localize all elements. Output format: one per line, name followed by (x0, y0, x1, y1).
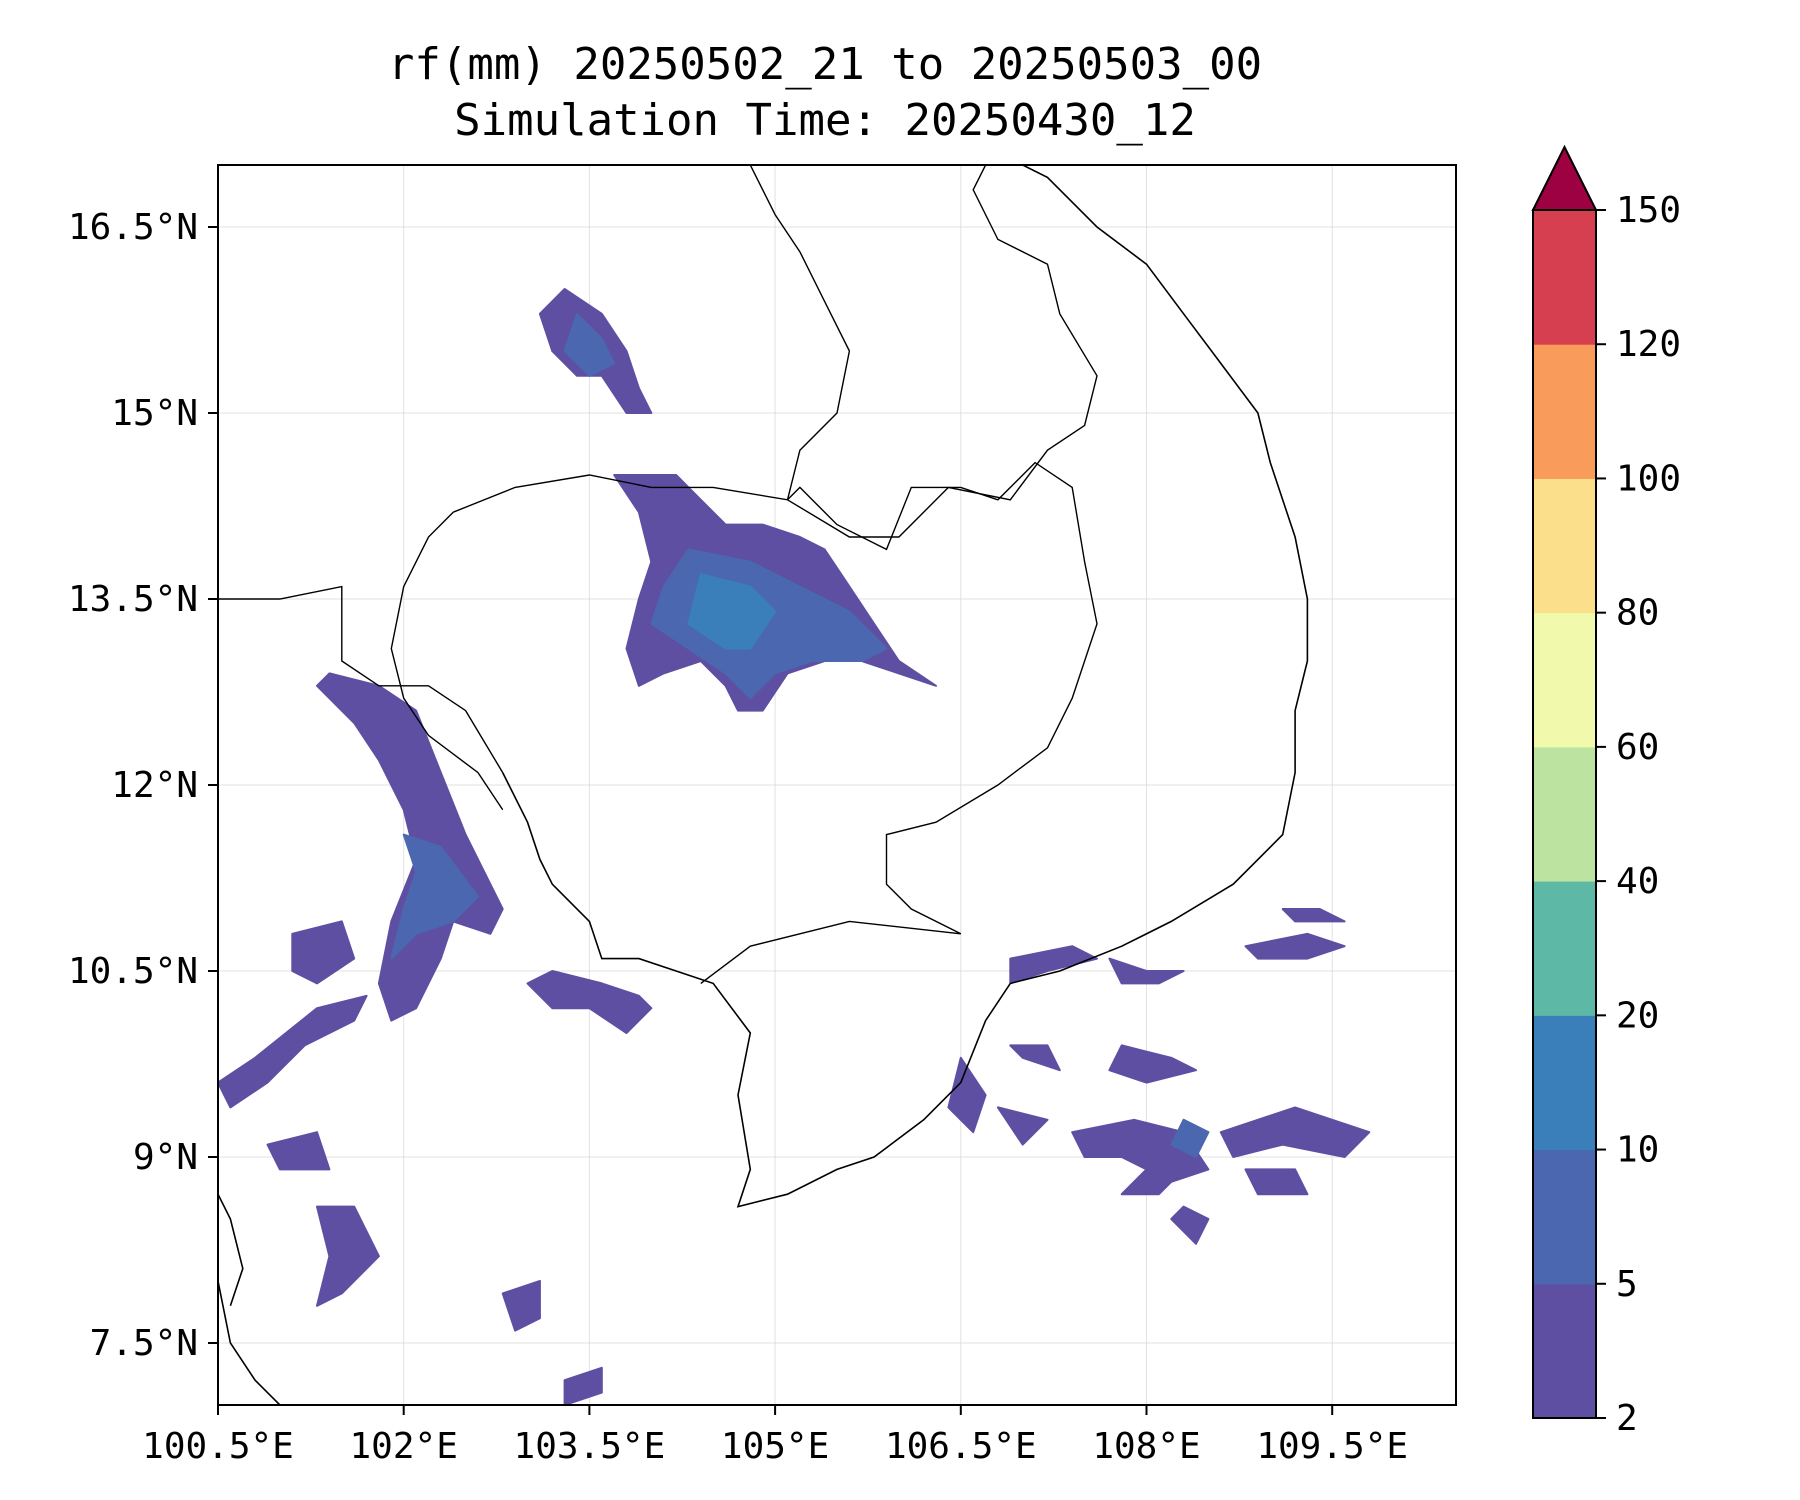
rain-area (1108, 957, 1185, 985)
colorbar-label: 20 (1616, 995, 1659, 1036)
rain-area (266, 1131, 331, 1171)
rain-area (563, 1366, 603, 1405)
coastline (218, 1193, 244, 1307)
rain-area (526, 970, 653, 1034)
x-tick-label: 105°E (721, 1426, 829, 1467)
x-tick-label: 109.5°E (1256, 1426, 1408, 1467)
country-border (218, 585, 504, 773)
colorbar-segment (1533, 478, 1596, 614)
x-tick-label: 100.5°E (142, 1426, 294, 1467)
coastlines (218, 165, 1309, 1405)
rain-area (1170, 1118, 1210, 1158)
rain-area (996, 1106, 1049, 1146)
colorbar-label: 10 (1616, 1130, 1659, 1171)
colorbar-segment (1533, 881, 1596, 1016)
colorbar-label: 5 (1616, 1264, 1638, 1305)
rain-area (1170, 1205, 1210, 1245)
colorbar-segment (1533, 344, 1596, 479)
rain-area (291, 920, 356, 985)
y-tick-label: 7.5°N (90, 1323, 198, 1364)
x-tick-label: 103.5°E (514, 1426, 666, 1467)
rain-area (1281, 908, 1346, 923)
country-border (390, 511, 504, 811)
colorbar-extend-arrow (1531, 144, 1598, 211)
colorbar-segment (1533, 1015, 1596, 1151)
colorbar-segment (1533, 1283, 1596, 1419)
coastline (218, 1280, 281, 1405)
rainfall-contours (218, 288, 1371, 1405)
rain-area (316, 672, 504, 1022)
map-area (218, 165, 1456, 1405)
y-tick-label: 13.5°N (68, 579, 198, 620)
y-tick-label: 15°N (111, 393, 198, 434)
rain-area (1244, 932, 1346, 960)
rain-area (1071, 1118, 1210, 1183)
rain-area (1120, 1168, 1185, 1196)
colorbar-label: 80 (1616, 593, 1659, 634)
rain-area (1009, 945, 1098, 985)
colorbar-label: 120 (1616, 324, 1681, 365)
y-tick-label: 16.5°N (68, 207, 198, 248)
y-axis-ticks: 16.5°N 15°N 13.5°N 12°N 10.5°N 9°N 7.5°N (68, 207, 218, 1364)
colorbar-label: 40 (1616, 861, 1659, 902)
colorbar-frame (1532, 209, 1597, 1419)
country-borders (218, 165, 1098, 984)
rain-area (1244, 1168, 1309, 1196)
colorbar-segment (1533, 612, 1596, 748)
rain-area (1108, 1044, 1197, 1084)
x-tick-label: 108°E (1092, 1426, 1200, 1467)
rain-area (1009, 1044, 1061, 1072)
rain-area (316, 1205, 380, 1307)
rain-area (390, 833, 479, 960)
colorbar-segment (1533, 1149, 1596, 1285)
country-border (749, 165, 851, 500)
country-border (452, 461, 1098, 984)
country-border (787, 165, 1098, 538)
map-title: rf(mm) 20250502_21 to 20250503_00 (387, 39, 1263, 90)
map-subtitle: Simulation Time: 20250430_12 (454, 95, 1196, 146)
rain-area (218, 994, 368, 1109)
rain-area (563, 312, 616, 377)
y-tick-label: 10.5°N (68, 951, 198, 992)
x-axis-ticks: 100.5°E 102°E 103.5°E 105°E 106.5°E 108°E 109.… (142, 1405, 1408, 1467)
x-tick-label: 106.5°E (885, 1426, 1037, 1467)
colorbar-label: 2 (1616, 1398, 1638, 1439)
x-tick-label: 102°E (350, 1426, 458, 1467)
y-tick-label: 9°N (133, 1137, 198, 1178)
colorbar-label: 100 (1616, 458, 1681, 499)
rain-area (501, 1280, 541, 1332)
rain-area (687, 573, 777, 650)
colorbar-label: 150 (1616, 190, 1681, 231)
colorbar-label: 60 (1616, 727, 1659, 768)
colorbar-segment (1533, 746, 1596, 882)
rain-area (1219, 1106, 1371, 1158)
colorbar: 2 5 10 20 40 60 80 100 120 150 (1531, 144, 1681, 1439)
y-tick-label: 12°N (111, 765, 198, 806)
colorbar-segment (1533, 210, 1596, 345)
coastline (501, 165, 1309, 1208)
